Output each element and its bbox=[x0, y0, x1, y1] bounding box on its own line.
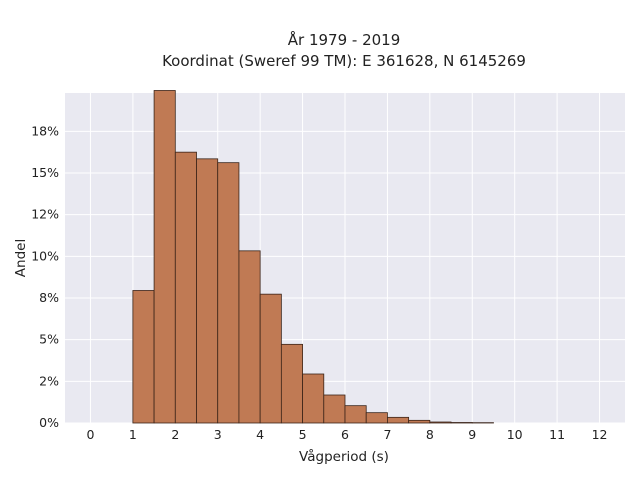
x-tick-label: 10 bbox=[507, 427, 523, 442]
histogram-bar bbox=[281, 344, 302, 423]
x-tick-label: 0 bbox=[86, 427, 94, 442]
y-tick-label: 8% bbox=[39, 290, 59, 305]
histogram-bar bbox=[409, 420, 430, 423]
x-tick-label: 3 bbox=[214, 427, 222, 442]
y-tick-label: 12% bbox=[31, 207, 59, 222]
x-axis-label: Vågperiod (s) bbox=[299, 448, 389, 465]
histogram-bar bbox=[387, 417, 408, 423]
histogram-bar bbox=[218, 163, 239, 423]
y-tick-label: 5% bbox=[39, 332, 59, 347]
x-tick-label: 4 bbox=[256, 427, 264, 442]
histogram-bar bbox=[324, 395, 345, 423]
histogram-bar bbox=[239, 251, 260, 423]
y-axis-ticks: 0% 2% 5% 8% 10% 12% 15% 18% bbox=[31, 123, 59, 430]
histogram-bar bbox=[197, 159, 218, 423]
x-tick-label: 5 bbox=[299, 427, 307, 442]
y-tick-label: 2% bbox=[39, 373, 59, 388]
x-tick-label: 9 bbox=[468, 427, 476, 442]
chart-title-line2: Koordinat (Sweref 99 TM): E 361628, N 61… bbox=[162, 52, 526, 70]
x-tick-label: 8 bbox=[426, 427, 434, 442]
histogram-bar bbox=[303, 374, 324, 423]
y-tick-label: 10% bbox=[31, 248, 59, 263]
histogram-bar bbox=[430, 422, 451, 423]
y-tick-label: 18% bbox=[31, 123, 59, 138]
chart-title-line1: År 1979 - 2019 bbox=[288, 30, 401, 49]
histogram-bar bbox=[154, 91, 175, 424]
x-tick-label: 2 bbox=[171, 427, 179, 442]
histogram-bar bbox=[175, 152, 196, 423]
histogram-bar bbox=[345, 406, 366, 423]
histogram-bar bbox=[366, 413, 387, 423]
x-tick-label: 6 bbox=[341, 427, 349, 442]
y-axis-label: Andel bbox=[13, 239, 29, 277]
histogram-bar bbox=[260, 294, 281, 423]
y-tick-label: 0% bbox=[39, 415, 59, 430]
x-tick-label: 12 bbox=[592, 427, 608, 442]
y-tick-label: 15% bbox=[31, 165, 59, 180]
histogram-bar bbox=[133, 291, 154, 424]
x-tick-label: 7 bbox=[383, 427, 391, 442]
x-tick-label: 11 bbox=[549, 427, 565, 442]
histogram-bar bbox=[451, 423, 472, 424]
x-tick-label: 1 bbox=[129, 427, 137, 442]
